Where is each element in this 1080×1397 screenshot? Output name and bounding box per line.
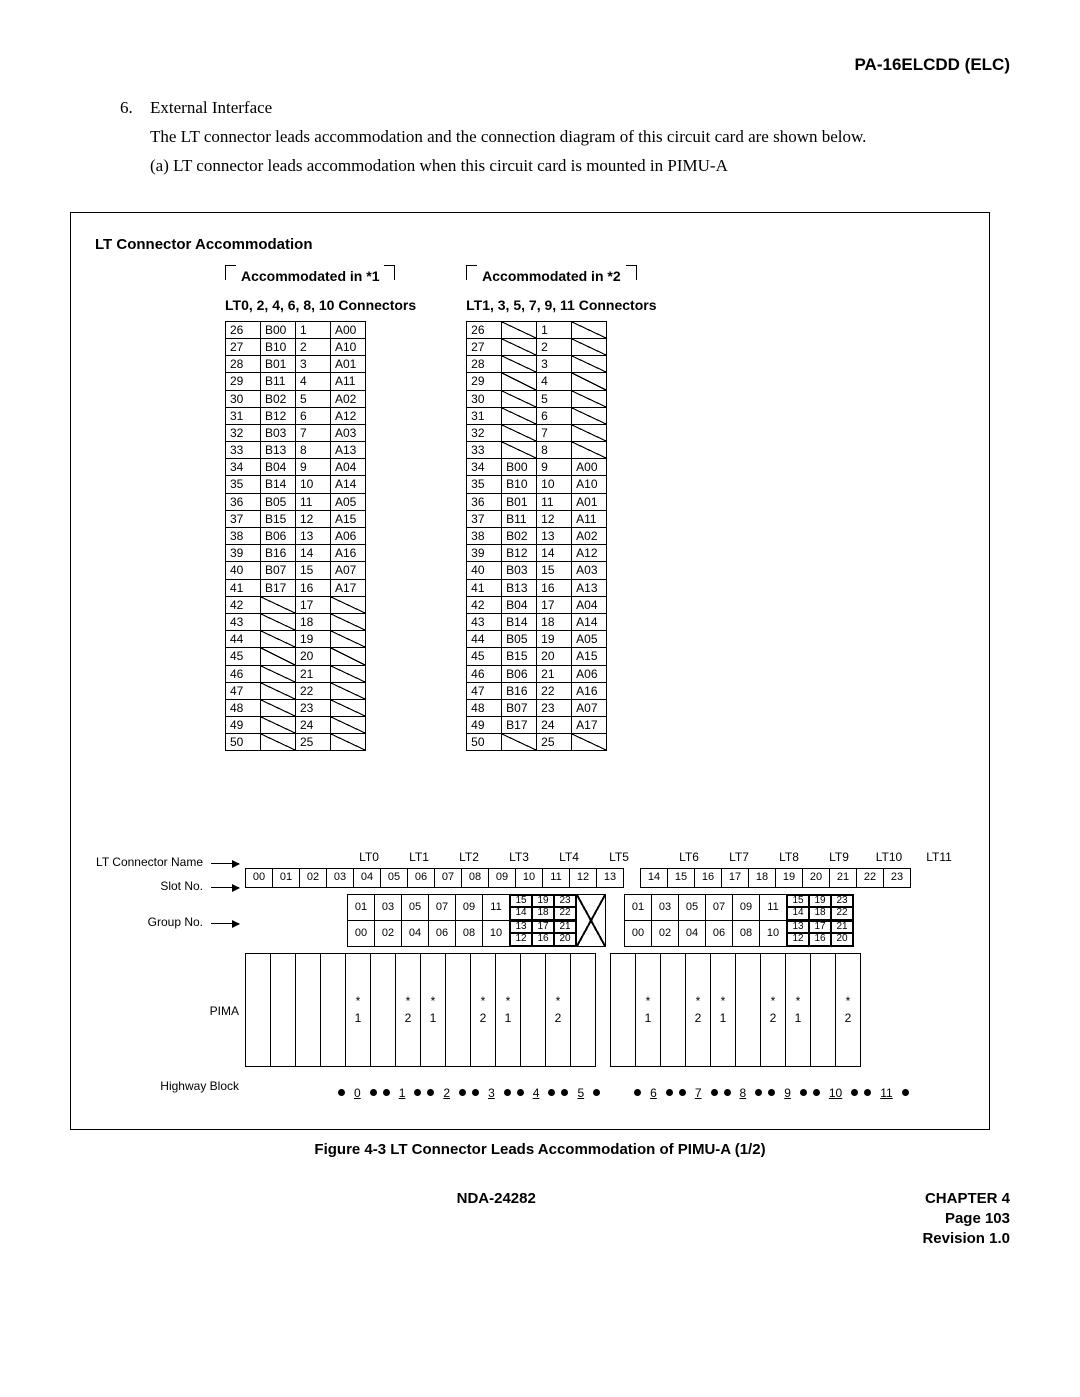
pima-row: *1*2*1*2*1*2*1*2*1*2*1*2 <box>245 953 861 1067</box>
slot-row: 0001020304050607080910111213141516171819… <box>245 868 911 888</box>
paragraph-2: (a) LT connector leads accommodation whe… <box>150 155 1010 178</box>
left-label: LT0, 2, 4, 6, 8, 10 Connectors <box>225 296 416 315</box>
lt-name-row: LT0LT1LT2LT3LT4LT5LT6LT7LT8LT9LT10LT11 <box>245 847 965 867</box>
lbl-pima: PIMA <box>210 1004 239 1018</box>
list-number: 6. <box>120 97 142 120</box>
connector-table-left: 26B001A0027B102A1028B013A0129B114A1130B0… <box>225 321 366 752</box>
page-footer: NDA-24282 CHAPTER 4 Page 103 Revision 1.… <box>70 1189 1010 1250</box>
highway-block-row: 01234567891011 <box>335 1085 965 1101</box>
connector-col-right: Accommodated in *2 LT1, 3, 5, 7, 9, 11 C… <box>466 267 656 751</box>
list-title: External Interface <box>150 97 272 120</box>
lbl-lt-name: LT Connector Name <box>96 855 203 869</box>
connector-col-left: Accommodated in *1 LT0, 2, 4, 6, 8, 10 C… <box>225 267 416 751</box>
figure-frame: LT Connector Accommodation Accommodated … <box>70 212 990 1131</box>
lower-diagram: LT Connector Name Slot No. Group No. PIM… <box>95 847 965 1101</box>
footer-page: Page 103 <box>922 1209 1010 1229</box>
paragraph-1: The LT connector leads accommodation and… <box>150 126 1010 149</box>
figure-section-title: LT Connector Accommodation <box>95 235 965 255</box>
page-header-model: PA-16ELCDD (ELC) <box>70 54 1010 77</box>
group-table: 0103050709111519231418220103050709111519… <box>245 894 854 947</box>
right-label: LT1, 3, 5, 7, 9, 11 Connectors <box>466 296 656 315</box>
footer-rev: Revision 1.0 <box>922 1229 1010 1249</box>
left-subtitle: Accommodated in *1 <box>225 267 395 286</box>
footer-chapter: CHAPTER 4 <box>922 1189 1010 1209</box>
lbl-group: Group No. <box>148 915 203 929</box>
lbl-hb: Highway Block <box>160 1079 239 1093</box>
figure-caption: Figure 4-3 LT Connector Leads Accommodat… <box>70 1140 1010 1160</box>
footer-doc: NDA-24282 <box>457 1189 536 1250</box>
lbl-slot: Slot No. <box>160 879 203 893</box>
body-text: 6. External Interface The LT connector l… <box>70 97 1010 178</box>
right-subtitle: Accommodated in *2 <box>466 267 636 286</box>
connector-table-right: 26127228329430531632733834B009A0035B1010… <box>466 321 607 752</box>
